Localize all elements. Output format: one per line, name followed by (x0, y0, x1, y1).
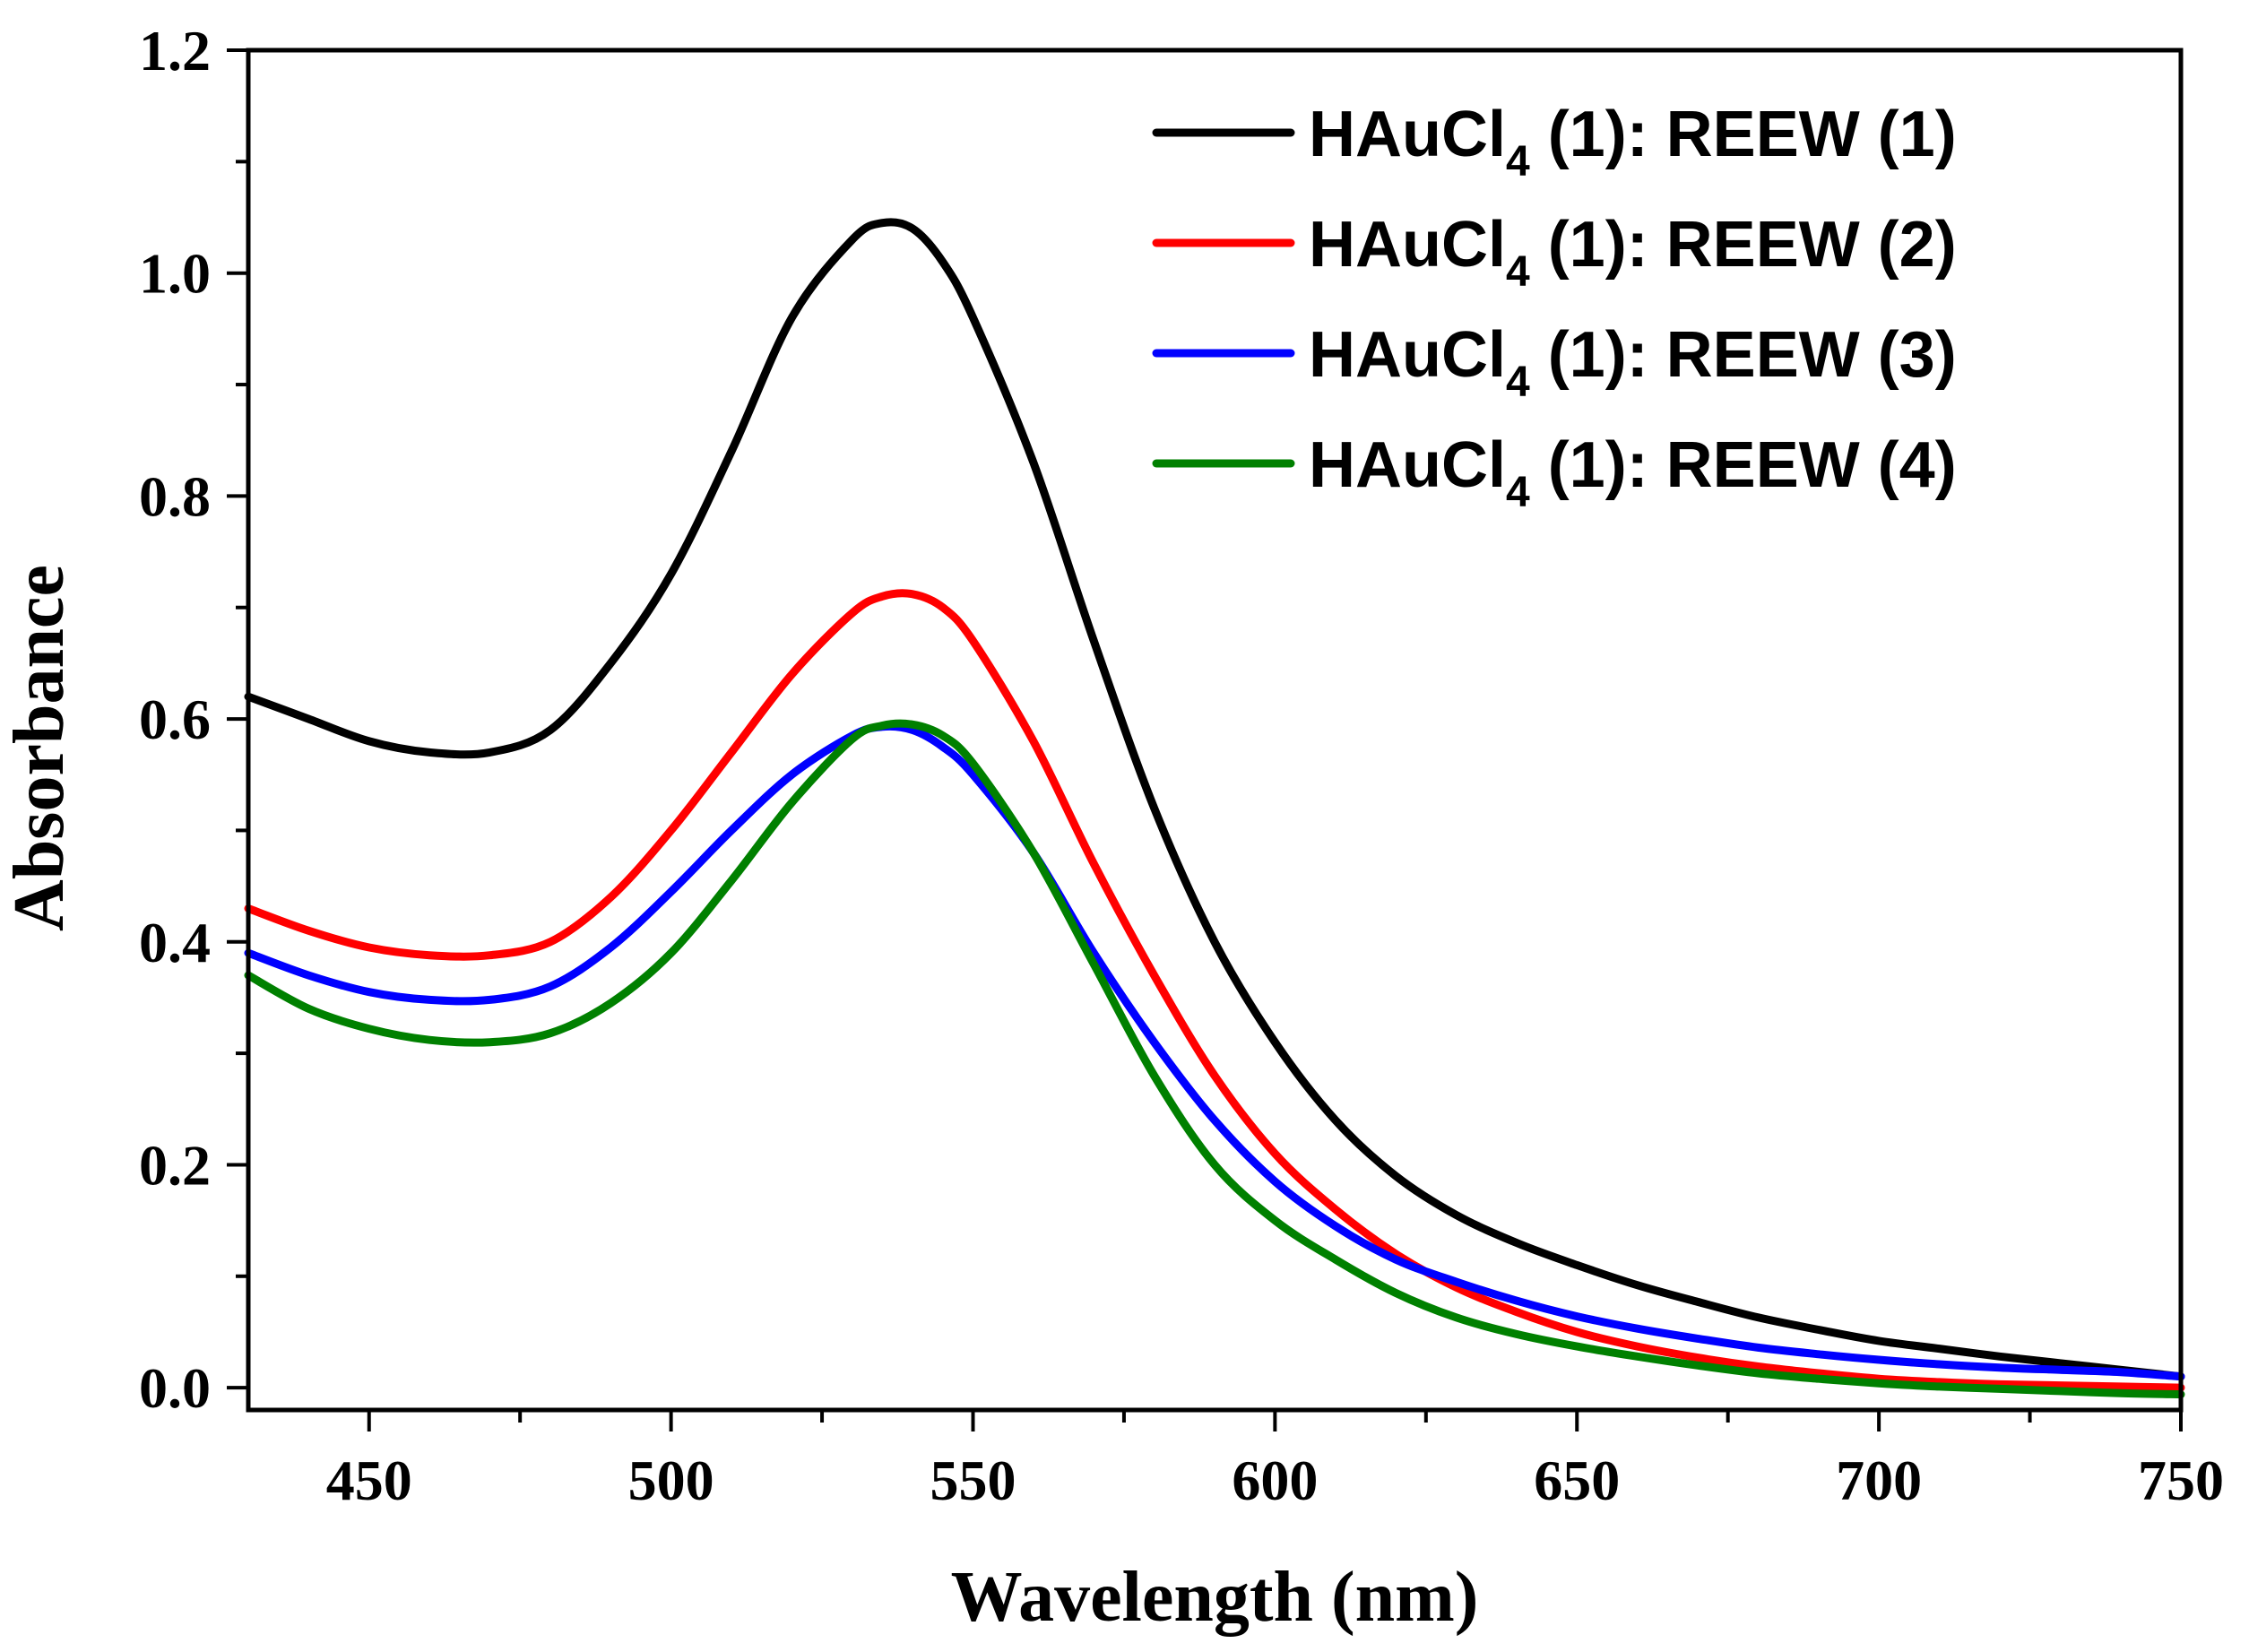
y-tick-label: 1.2 (139, 19, 211, 82)
series-line-1 (244, 218, 2185, 1381)
series-line-3 (244, 722, 2185, 1381)
x-axis-label: Wavelength (nm) (951, 1558, 1479, 1637)
legend-item-4: HAuCl4 (1): REEW (4) (1152, 429, 1957, 516)
x-tick-label: 650 (1534, 1449, 1620, 1512)
y-tick-label: 1.0 (139, 242, 211, 306)
x-tick-label: 700 (1836, 1449, 1922, 1512)
x-tick-label: 450 (326, 1449, 412, 1512)
series-line-2 (244, 589, 2185, 1392)
y-tick-label: 0.2 (139, 1133, 211, 1197)
x-tick-label: 500 (628, 1449, 714, 1512)
axis-ticks (227, 48, 2183, 1431)
legend-label: HAuCl4 (1): REEW (2) (1309, 209, 1957, 296)
series-line-4 (244, 719, 2185, 1399)
plot-lines (244, 218, 2185, 1399)
legend-label: HAuCl4 (1): REEW (3) (1309, 319, 1957, 406)
y-tick-label: 0.6 (139, 688, 211, 751)
legend-label: HAuCl4 (1): REEW (4) (1309, 429, 1957, 516)
legend: HAuCl4 (1): REEW (1) HAuCl4 (1): REEW (2)… (1152, 99, 1957, 516)
y-tick-label: 0.0 (139, 1356, 211, 1420)
legend-item-1: HAuCl4 (1): REEW (1) (1152, 99, 1957, 186)
plot-frame (246, 48, 2184, 1413)
y-tick-label: 0.4 (139, 911, 211, 974)
x-tick-label: 600 (1232, 1449, 1318, 1512)
y-axis-label: Absorbance (0, 565, 79, 931)
y-tick-label: 0.8 (139, 464, 211, 528)
legend-label: HAuCl4 (1): REEW (1) (1309, 99, 1957, 186)
legend-item-3: HAuCl4 (1): REEW (3) (1152, 319, 1957, 406)
x-tick-label: 550 (930, 1449, 1016, 1512)
x-tick-label: 750 (2138, 1449, 2224, 1512)
legend-item-2: HAuCl4 (1): REEW (2) (1152, 209, 1957, 296)
axis-tick-labels: 450 500 550 600 650 700 750 0.0 0.2 0.4 0.6 0.8 1.0 1… (139, 19, 2224, 1512)
